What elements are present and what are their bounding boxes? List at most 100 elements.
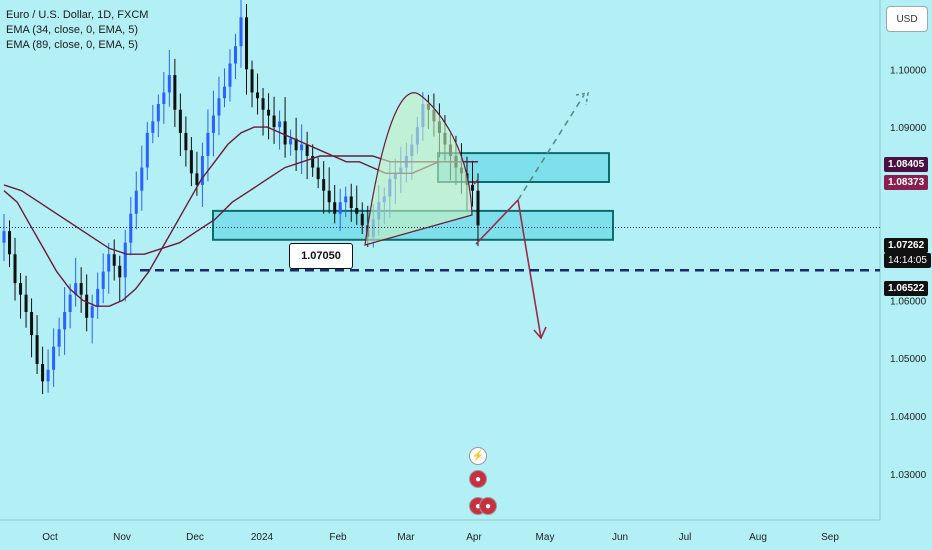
candle-body (305, 144, 309, 156)
candle-body (316, 167, 320, 180)
candle-body (289, 138, 293, 145)
arrow-head-up (575, 92, 589, 106)
candle-body (338, 202, 342, 214)
candle-body (96, 288, 100, 307)
candle-body (195, 173, 199, 185)
candle-body (24, 294, 28, 312)
y-tick-label: 1.04000 (890, 412, 927, 423)
candle-body (322, 179, 326, 191)
candle-body (239, 17, 243, 47)
candle-body (355, 208, 359, 214)
y-tick-label: 1.10000 (890, 65, 927, 76)
candle-body (206, 132, 210, 156)
legend-title[interactable]: Euro / U.S. Dollar, 1D, FXCM (6, 9, 149, 21)
candle-body (19, 283, 23, 295)
candle-body (217, 98, 221, 116)
x-tick-label: Feb (329, 532, 347, 543)
x-tick-label: Mar (397, 532, 415, 543)
y-tick-label: 1.06000 (890, 296, 927, 307)
y-tick-label: 1.05000 (890, 354, 927, 365)
candle-body (129, 213, 133, 243)
candle-body (327, 190, 331, 203)
candle-body (107, 254, 111, 272)
x-tick-label: 2024 (251, 532, 274, 543)
lightning-icon[interactable]: ⚡ (469, 447, 487, 465)
price-label-p2: 1.08373 (884, 175, 929, 190)
candle-body (140, 167, 144, 191)
candle-body (162, 92, 166, 104)
candle-body (233, 46, 238, 64)
candle-body (123, 242, 127, 278)
candle-body (7, 231, 12, 255)
x-tick-label: Jun (612, 532, 628, 543)
candle-body (30, 312, 34, 336)
candle-body (300, 144, 304, 151)
candle-body (145, 132, 149, 168)
candle-body (261, 98, 265, 110)
candle-body (41, 364, 45, 382)
candle-body (311, 156, 315, 168)
candle-body (134, 190, 138, 214)
x-tick-label: May (536, 532, 555, 543)
candle-body (211, 115, 215, 133)
x-tick-label: Jul (679, 532, 692, 543)
candle-body (333, 202, 337, 214)
candle-body (101, 271, 105, 289)
candle-body (74, 283, 78, 295)
x-tick-label: Apr (466, 532, 482, 543)
candle-body (349, 196, 353, 208)
x-tick-label: Dec (186, 532, 204, 543)
currency-button[interactable]: USD (886, 6, 928, 32)
candle-body (200, 156, 204, 185)
price-label-last: 1.07262 (884, 238, 929, 253)
candle-body (250, 69, 254, 93)
candle-body (344, 196, 348, 203)
x-tick-label: Nov (113, 532, 131, 543)
price-label-dashed: 1.06522 (884, 281, 929, 296)
x-tick-label: Aug (749, 532, 767, 543)
candle-body (267, 109, 271, 116)
price-callout: 1.07050 (289, 243, 353, 269)
candle-body (256, 92, 260, 99)
x-axis-ticks: Oct Nov Dec 2024 Feb Mar Apr May Jun Jul Aug Sep (42, 532, 839, 543)
legend-ema-89[interactable]: EMA (89, close, 0, EMA, 5) (6, 39, 139, 51)
candle-body (112, 254, 116, 266)
candle-body (63, 312, 67, 330)
rounded-top-dome (364, 92, 473, 246)
y-tick-label: 1.09000 (890, 123, 927, 134)
candle-body (79, 283, 83, 295)
us-flag-icon[interactable]: ● (469, 470, 487, 488)
candle-body (151, 121, 155, 133)
candle-body (118, 265, 122, 278)
projection-arrow-up (517, 94, 585, 201)
candle-body (283, 121, 287, 145)
legend-ema-34[interactable]: EMA (34, close, 0, EMA, 5) (6, 24, 139, 36)
countdown-label: 14:14:05 (884, 253, 931, 268)
chart-legend: Euro / U.S. Dollar, 1D, FXCM EMA (34, cl… (6, 8, 148, 53)
candle-body (46, 369, 50, 382)
candle-body (189, 150, 193, 174)
candle-body (156, 104, 160, 122)
y-tick-label: 1.03000 (890, 470, 927, 481)
candle-body (228, 63, 232, 87)
candle-body (272, 115, 276, 128)
candle-body (178, 109, 182, 133)
candle-body (294, 138, 298, 151)
flag-stack-icon-2[interactable]: ● (479, 497, 497, 515)
candle-body (35, 335, 39, 364)
arrow-head-down (533, 326, 547, 340)
price-label-p1: 1.08405 (884, 157, 929, 172)
candle-body (90, 306, 94, 318)
x-tick-label: Sep (821, 532, 839, 543)
candle-body (222, 86, 226, 99)
candle-body (244, 17, 249, 70)
candle-body (13, 254, 17, 284)
candle-body (68, 294, 72, 312)
small-arrow-mark (473, 179, 479, 185)
candle-body (52, 346, 56, 370)
candle-body (85, 294, 89, 318)
candle-body (173, 75, 177, 110)
candle-body (57, 329, 61, 347)
